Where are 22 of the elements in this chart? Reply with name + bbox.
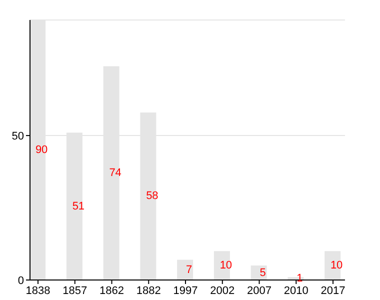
x-tick-label: 1882 (136, 284, 161, 297)
data-label: 10 (220, 260, 232, 272)
x-tick-label: 2017 (320, 284, 346, 297)
y-tick-label: 0 (18, 274, 24, 287)
x-tick-label: 2007 (247, 284, 272, 297)
data-label: 51 (72, 200, 85, 212)
data-label: 74 (109, 167, 122, 180)
x-tick-label: 1997 (173, 284, 198, 297)
data-label: 90 (35, 144, 48, 156)
bar (177, 260, 194, 280)
data-label: 5 (260, 266, 266, 279)
x-tick-label: 1857 (62, 284, 88, 297)
x-tick-label: 2002 (210, 284, 235, 297)
bar (214, 251, 230, 280)
y-tick-label: 50 (12, 130, 24, 142)
x-tick-label: 1862 (100, 284, 124, 297)
bar (324, 251, 341, 280)
data-label: 10 (330, 260, 343, 272)
data-label: 58 (146, 190, 158, 202)
x-tick-label: 1838 (26, 284, 50, 297)
data-label: 7 (186, 264, 192, 276)
x-tick-label: 2010 (284, 284, 308, 297)
